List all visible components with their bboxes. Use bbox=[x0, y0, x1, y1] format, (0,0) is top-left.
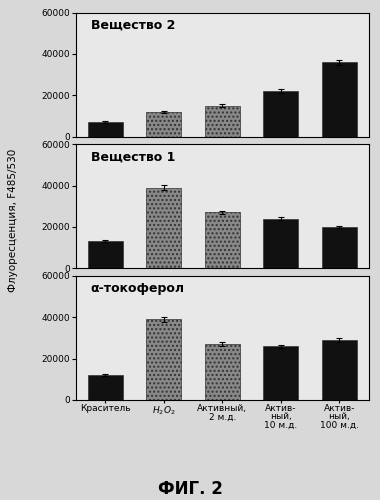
Bar bbox=[146, 188, 181, 268]
Bar bbox=[205, 344, 240, 400]
Bar bbox=[88, 122, 123, 136]
Bar bbox=[322, 227, 357, 268]
Bar bbox=[146, 320, 181, 400]
Bar bbox=[146, 112, 181, 136]
Bar bbox=[263, 346, 298, 400]
Bar bbox=[263, 218, 298, 268]
Bar bbox=[205, 106, 240, 136]
Text: Вещество 2: Вещество 2 bbox=[90, 18, 175, 32]
Bar bbox=[205, 212, 240, 268]
Bar bbox=[88, 242, 123, 268]
Bar bbox=[322, 340, 357, 400]
Text: α-токоферол: α-токоферол bbox=[90, 282, 185, 295]
Bar bbox=[322, 62, 357, 136]
Text: Флуоресценция, F485/530: Флуоресценция, F485/530 bbox=[8, 148, 18, 292]
Bar bbox=[263, 91, 298, 136]
Text: ФИГ. 2: ФИГ. 2 bbox=[158, 480, 222, 498]
Bar bbox=[88, 375, 123, 400]
Text: Вещество 1: Вещество 1 bbox=[90, 150, 175, 164]
